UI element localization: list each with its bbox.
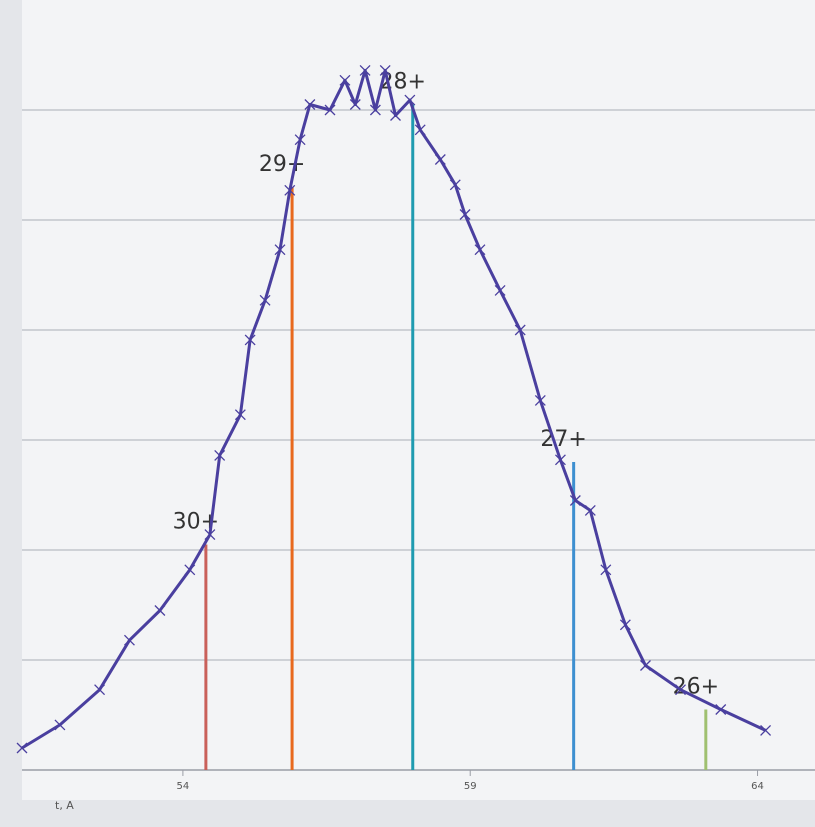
- chart: t, A 54596430+29+28+27+26+: [0, 0, 815, 827]
- x-tick-label: 59: [464, 781, 477, 792]
- peak-label: 27+: [540, 427, 586, 452]
- x-tick-label: 54: [177, 781, 190, 792]
- page: {"chart_data": { "type": "line", "xlabel…: [0, 0, 815, 827]
- x-axis-label: t, A: [55, 799, 74, 812]
- x-tick-label: 64: [751, 781, 764, 792]
